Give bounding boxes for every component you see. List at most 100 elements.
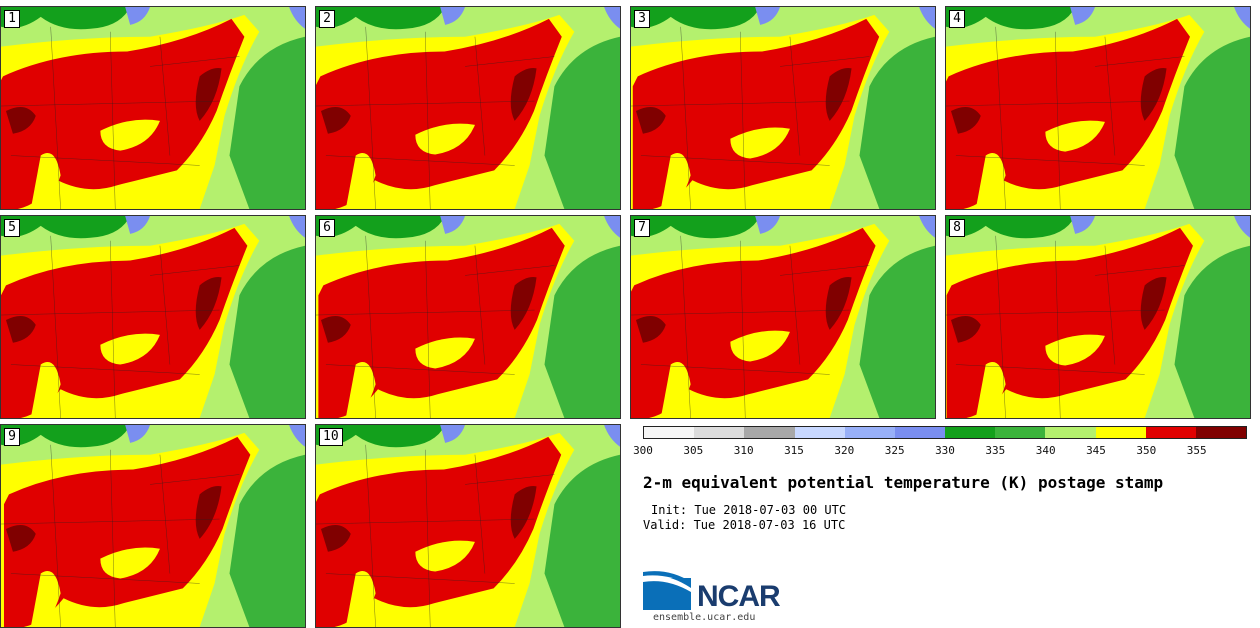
map-region bbox=[635, 107, 666, 134]
state-boundary bbox=[110, 31, 116, 209]
state-boundary bbox=[464, 56, 555, 67]
map-7 bbox=[631, 216, 935, 418]
valid-time: Valid: Tue 2018-07-03 16 UTC bbox=[643, 518, 846, 532]
colorbar-swatch bbox=[644, 427, 695, 438]
state-boundary bbox=[995, 235, 1006, 418]
map-region bbox=[1234, 7, 1250, 29]
map-region bbox=[125, 216, 151, 234]
map-5 bbox=[1, 216, 305, 418]
panel-number: 5 bbox=[4, 219, 20, 237]
map-region bbox=[660, 153, 691, 209]
colorbar-swatch bbox=[1145, 427, 1196, 438]
map-region bbox=[316, 7, 446, 30]
state-boundary bbox=[159, 36, 171, 156]
map-region bbox=[320, 316, 351, 343]
state-boundary bbox=[1094, 265, 1185, 276]
map-region bbox=[975, 153, 1006, 209]
init-time: Init: Tue 2018-07-03 00 UTC bbox=[651, 503, 847, 517]
colorbar-tick-label: 320 bbox=[834, 444, 855, 457]
state-boundary bbox=[1, 309, 220, 316]
map-region bbox=[946, 216, 1076, 239]
colorbar-swatch bbox=[894, 427, 946, 438]
panel-8: 8 bbox=[945, 215, 1251, 419]
map-region bbox=[755, 216, 781, 234]
map-region bbox=[825, 68, 852, 121]
map-region bbox=[195, 277, 222, 330]
map-region bbox=[415, 337, 475, 369]
map-region bbox=[660, 362, 691, 418]
map-region bbox=[316, 216, 446, 239]
colorbar bbox=[643, 426, 1247, 439]
state-boundary bbox=[474, 36, 486, 156]
map-region bbox=[125, 7, 151, 25]
colorbar-tick-label: 330 bbox=[935, 444, 955, 457]
colorbar-swatch bbox=[1095, 427, 1146, 438]
panel-10: 10 bbox=[315, 424, 621, 628]
state-boundary bbox=[1055, 31, 1061, 209]
panel-1: 1 bbox=[0, 6, 306, 210]
colorbar-swatch bbox=[1195, 427, 1247, 438]
state-boundary bbox=[50, 444, 61, 627]
map-region bbox=[1, 18, 245, 209]
map-region bbox=[100, 547, 160, 579]
state-boundary bbox=[740, 240, 746, 418]
map-region bbox=[316, 436, 562, 627]
state-boundary bbox=[425, 449, 431, 627]
map-3 bbox=[631, 7, 935, 209]
state-boundary bbox=[464, 474, 555, 485]
state-boundary bbox=[1, 100, 220, 107]
colorbar-tick-label: 305 bbox=[683, 444, 704, 457]
state-boundary bbox=[946, 309, 1165, 316]
map-4 bbox=[946, 7, 1250, 209]
panel-number: 1 bbox=[4, 10, 20, 28]
state-boundary bbox=[740, 31, 746, 209]
colorbar-tick-label: 310 bbox=[733, 444, 754, 457]
map-region bbox=[345, 362, 376, 418]
map-10 bbox=[316, 425, 620, 627]
map-region bbox=[100, 333, 160, 365]
state-boundary bbox=[50, 235, 61, 418]
map-region bbox=[919, 7, 935, 29]
map-region bbox=[919, 216, 935, 238]
state-boundary bbox=[325, 155, 515, 166]
colorbar-swatch bbox=[945, 427, 996, 438]
map-8 bbox=[946, 216, 1250, 418]
panel-7: 7 bbox=[630, 215, 936, 419]
map-region bbox=[604, 7, 620, 29]
state-boundary bbox=[149, 56, 240, 67]
map-region bbox=[30, 153, 61, 209]
state-boundary bbox=[365, 26, 376, 209]
state-boundary bbox=[10, 573, 200, 584]
map-region bbox=[1, 425, 131, 448]
state-boundary bbox=[789, 245, 801, 365]
map-region bbox=[1234, 216, 1250, 238]
map-region bbox=[5, 525, 36, 552]
state-boundary bbox=[680, 26, 691, 209]
colorbar-tick-label: 335 bbox=[985, 444, 1006, 457]
map-region bbox=[440, 216, 466, 234]
colorbar-swatch bbox=[844, 427, 895, 438]
map-region bbox=[30, 362, 61, 418]
map-region bbox=[604, 216, 620, 238]
map-region bbox=[1, 7, 131, 30]
map-region bbox=[3, 436, 251, 627]
map-region bbox=[635, 316, 666, 343]
map-region bbox=[510, 486, 537, 539]
figure-title: 2-m equivalent potential temperature (K)… bbox=[643, 473, 1164, 492]
site-url: ensemble.ucar.edu bbox=[653, 612, 756, 623]
panel-number: 4 bbox=[949, 10, 965, 28]
map-region bbox=[345, 571, 376, 627]
panel-number: 9 bbox=[4, 428, 20, 446]
map-region bbox=[5, 107, 36, 134]
map-region bbox=[289, 425, 305, 447]
state-boundary bbox=[995, 26, 1006, 209]
map-region bbox=[316, 18, 562, 209]
map-region bbox=[510, 277, 537, 330]
state-boundary bbox=[365, 235, 376, 418]
panel-number: 6 bbox=[319, 219, 335, 237]
map-region bbox=[320, 107, 351, 134]
colorbar-tick-label: 350 bbox=[1136, 444, 1157, 457]
map-region bbox=[100, 119, 160, 151]
state-boundary bbox=[640, 155, 830, 166]
map-region bbox=[289, 7, 305, 29]
